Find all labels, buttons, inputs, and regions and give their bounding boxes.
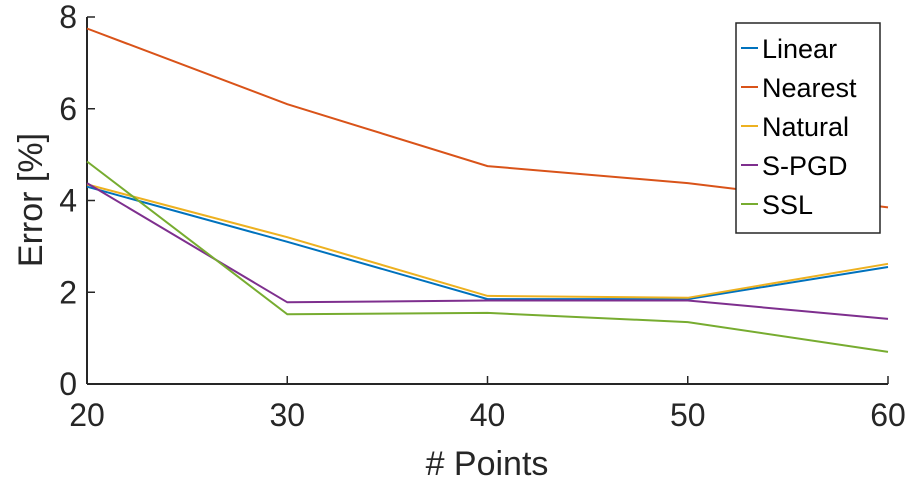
y-tick-label: 4 xyxy=(59,183,77,219)
legend: Linear Nearest Natural S-PGD SSL xyxy=(735,22,881,234)
x-axis-label: # Points xyxy=(426,445,549,480)
x-tick-label: 30 xyxy=(269,397,305,433)
legend-label: Natural xyxy=(762,112,849,142)
y-tick-label: 2 xyxy=(59,274,77,310)
x-tick-label: 50 xyxy=(670,397,706,433)
tick-labels: 20 30 40 50 60 0 2 4 6 8 xyxy=(59,0,906,433)
x-tick-label: 60 xyxy=(870,397,906,433)
y-tick-label: 0 xyxy=(59,366,77,402)
legend-label: S-PGD xyxy=(762,151,848,181)
legend-label: Linear xyxy=(762,34,837,64)
series-line-ssl xyxy=(86,160,889,353)
legend-items: Linear Nearest Natural S-PGD SSL xyxy=(741,34,857,220)
x-tick-label: 40 xyxy=(470,397,506,433)
y-tick-label: 6 xyxy=(59,91,77,127)
y-tick-label: 8 xyxy=(59,0,77,35)
axes xyxy=(86,16,889,385)
legend-label: SSL xyxy=(762,190,813,220)
y-axis-label: Error [%] xyxy=(12,133,50,267)
legend-label: Nearest xyxy=(762,73,857,103)
legend-box xyxy=(735,22,881,234)
series-line-natural xyxy=(86,183,889,299)
series-line-linear xyxy=(86,185,889,301)
x-tick-label: 20 xyxy=(69,397,105,433)
